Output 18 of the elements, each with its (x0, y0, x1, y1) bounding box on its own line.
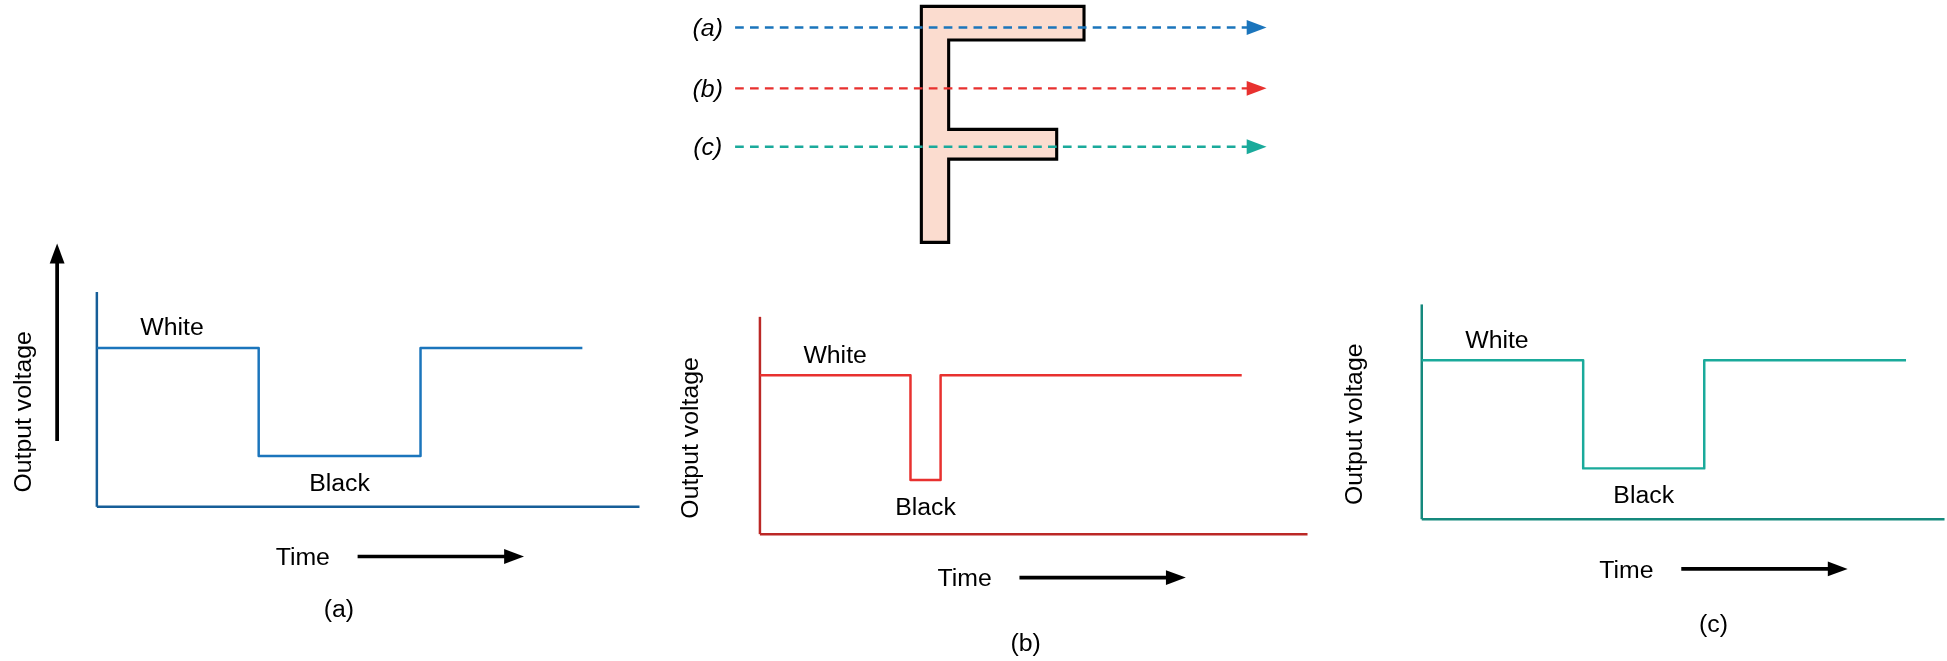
x-axis-title: Time (1599, 555, 1654, 583)
annotation: White (140, 313, 204, 341)
text: (c) (693, 133, 723, 161)
x-axis-title: Time (937, 564, 992, 592)
text: (c) (1699, 610, 1729, 638)
x-axis-title: Time (275, 543, 330, 571)
text: (a) (323, 595, 355, 623)
text: (a) (692, 14, 723, 42)
y-axis-title: Output voltage (1340, 343, 1368, 505)
annotation: Black (309, 468, 371, 496)
annotation: Black (895, 492, 957, 520)
annotation: Black (1613, 481, 1675, 509)
y-axis-title: Output voltage (9, 331, 37, 493)
annotation: White (1465, 325, 1529, 353)
y-axis-title: Output voltage (675, 357, 703, 519)
text: (b) (692, 75, 723, 103)
annotation: White (803, 340, 867, 368)
text: (b) (1010, 628, 1041, 656)
